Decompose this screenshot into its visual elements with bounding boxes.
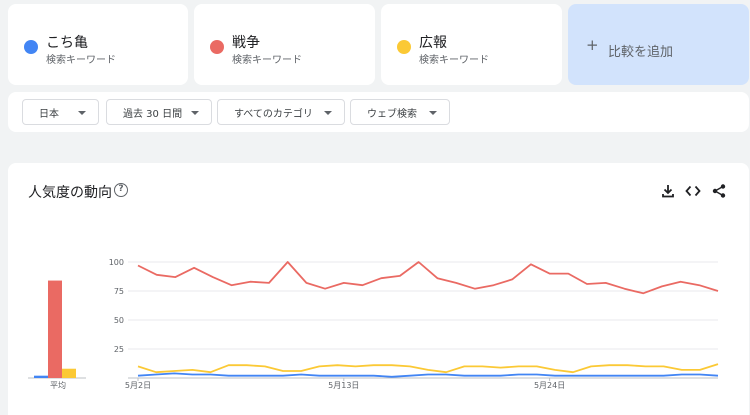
term-type: 検索キーワード	[419, 55, 489, 66]
average-bar-戦争	[48, 280, 62, 378]
embed-icon[interactable]	[685, 183, 701, 199]
filter-label: すべてのカテゴリ	[234, 108, 313, 120]
y-tick-label: 100	[109, 258, 124, 267]
term-card-kouhou[interactable]: 広報 検索キーワード	[381, 4, 562, 85]
caret-down-icon	[324, 111, 332, 115]
term-type: 検索キーワード	[232, 55, 302, 66]
term-name: こち亀	[46, 35, 88, 51]
x-tick-label: 5月13日	[328, 381, 359, 390]
filter-label: 日本	[39, 108, 59, 120]
filter-period[interactable]: 過去 30 日間	[106, 99, 212, 125]
caret-down-icon	[78, 111, 86, 115]
add-compare-button[interactable]: + 比較を追加	[568, 4, 749, 85]
term-color-dot	[24, 40, 38, 54]
term-card-sensou[interactable]: 戦争 検索キーワード	[194, 4, 375, 85]
share-icon[interactable]	[711, 183, 727, 199]
series-line-戦争	[137, 261, 719, 295]
filter-category[interactable]: すべてのカテゴリ	[217, 99, 345, 125]
average-bar-こち亀	[34, 375, 48, 378]
term-card-kochikame[interactable]: こち亀 検索キーワード	[8, 4, 188, 85]
term-color-dot	[397, 40, 411, 54]
plus-icon: +	[586, 36, 599, 54]
term-type: 検索キーワード	[46, 55, 116, 66]
filter-bar: 日本 過去 30 日間 すべてのカテゴリ ウェブ検索	[8, 92, 749, 132]
average-label: 平均	[50, 380, 66, 390]
average-bar-広報	[62, 368, 76, 378]
y-tick-label: 25	[114, 345, 124, 354]
filter-search-type[interactable]: ウェブ検索	[350, 99, 450, 125]
filter-label: 過去 30 日間	[123, 108, 183, 120]
x-tick-label: 5月2日	[125, 381, 151, 390]
caret-down-icon	[191, 111, 199, 115]
add-compare-label: 比較を追加	[608, 45, 674, 60]
y-tick-label: 50	[114, 316, 124, 325]
term-name: 戦争	[232, 35, 260, 51]
y-tick-label: 75	[114, 287, 124, 296]
panel-title: 人気度の動向	[28, 185, 112, 201]
download-icon[interactable]	[660, 183, 676, 199]
help-icon[interactable]: ?	[114, 183, 128, 197]
filter-label: ウェブ検索	[367, 108, 417, 120]
series-line-こち亀	[137, 372, 719, 378]
series-line-広報	[137, 363, 719, 374]
x-tick-label: 5月24日	[534, 381, 565, 390]
term-name: 広報	[419, 35, 447, 51]
term-color-dot	[210, 40, 224, 54]
caret-down-icon	[429, 111, 437, 115]
filter-region[interactable]: 日本	[22, 99, 99, 125]
